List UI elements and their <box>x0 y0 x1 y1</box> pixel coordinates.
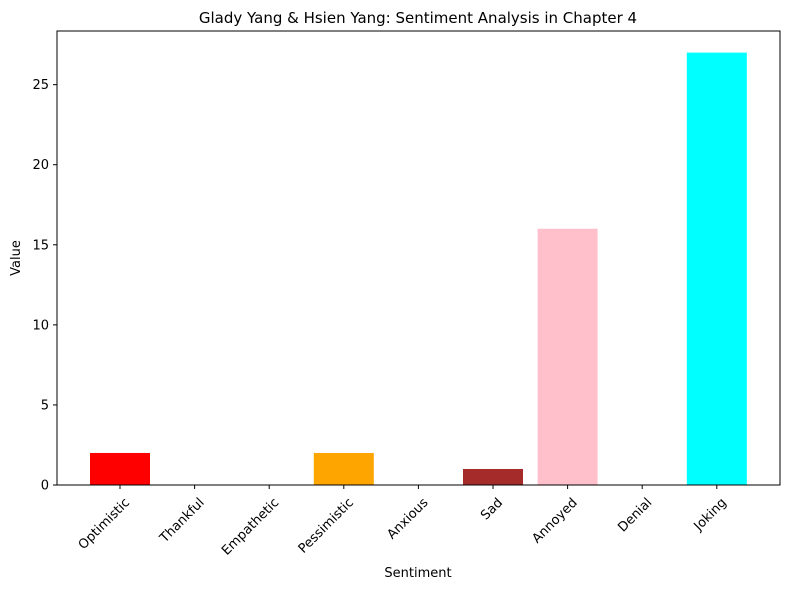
x-axis-label: Sentiment <box>384 566 451 581</box>
bar-pessimistic <box>313 452 374 485</box>
bar-annoyed <box>537 228 598 485</box>
y-axis-label: Value <box>9 240 24 276</box>
bar-joking <box>686 52 747 486</box>
bars-group <box>90 52 747 486</box>
y-tick-label: 10 <box>32 318 49 333</box>
y-tick-label: 15 <box>32 238 49 253</box>
chart-title: Glady Yang & Hsien Yang: Sentiment Analy… <box>199 9 637 27</box>
y-tick-label: 0 <box>41 479 49 494</box>
y-tick-label: 25 <box>32 78 49 93</box>
bar-optimistic <box>90 452 150 485</box>
y-axis-ticks: 0 5 10 15 20 25 <box>32 78 57 494</box>
plot-frame <box>56 30 781 486</box>
bar-sad <box>463 468 523 485</box>
y-tick-label: 5 <box>41 398 49 413</box>
y-tick-label: 20 <box>32 158 49 173</box>
